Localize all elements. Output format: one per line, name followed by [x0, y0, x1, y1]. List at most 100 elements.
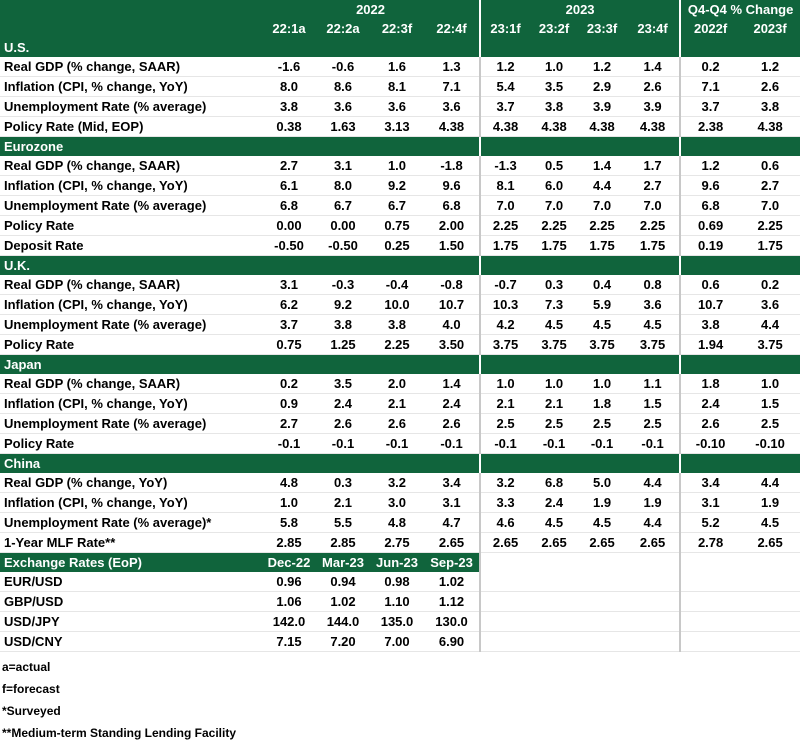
- table-cell: 1.2: [679, 156, 741, 176]
- table-cell: 4.38: [740, 116, 800, 137]
- table-cell: 2.1: [370, 393, 424, 414]
- table-cell: -0.1: [479, 433, 531, 454]
- q4q4-header: Q4-Q4 % Change: [679, 0, 800, 19]
- table-cell: 2.65: [578, 532, 627, 553]
- row-label: 1-Year MLF Rate**: [0, 532, 262, 553]
- table-cell: 4.2: [479, 314, 531, 335]
- table-row: Unemployment Rate (% average) 2.7 2.6 2.6 2.…: [0, 413, 800, 434]
- table-cell: 9.2: [316, 294, 370, 315]
- fx-row: USD/CNY 7.15 7.20 7.00 6.90: [0, 631, 800, 652]
- table-cell: 1.9: [626, 492, 681, 513]
- fx-header-row: Exchange Rates (EoP) Dec-22 Mar-23 Jun-23 Se…: [0, 552, 800, 572]
- footnote: *Surveyed: [0, 700, 800, 722]
- table-cell: -0.50: [262, 235, 316, 256]
- table-cell: 8.0: [262, 76, 316, 97]
- table-cell: 2.6: [679, 413, 741, 434]
- fx-pair: GBP/USD: [0, 591, 262, 612]
- table-cell: 4.5: [530, 314, 579, 335]
- table-cell: 3.8: [316, 314, 370, 335]
- table-cell: 7.0: [626, 195, 681, 216]
- table-cell: 5.8: [262, 512, 316, 533]
- table-cell: 3.7: [262, 314, 316, 335]
- table-cell: 0.00: [316, 215, 370, 236]
- table-cell: 6.7: [316, 195, 370, 216]
- fx-cell: 142.0: [262, 611, 316, 632]
- table-cell: 0.5: [530, 156, 579, 176]
- row-label: Real GDP (% change, SAAR): [0, 374, 262, 394]
- table-cell: 3.4: [424, 473, 481, 493]
- table-cell: 3.8: [679, 314, 741, 335]
- row-label: Unemployment Rate (% average)*: [0, 512, 262, 533]
- fx-cell: 1.10: [370, 591, 424, 612]
- table-row: Policy Rate 0.00 0.00 0.75 2.00 2.25 2.25 2.25 2…: [0, 215, 800, 236]
- table-cell: 3.4: [679, 473, 741, 493]
- table-cell: 4.7: [424, 512, 481, 533]
- col-header: 22:1a: [272, 21, 306, 36]
- table-cell: 2.65: [424, 532, 481, 553]
- fx-cell: 144.0: [316, 611, 370, 632]
- table-cell: 6.8: [530, 473, 579, 493]
- table-cell: 4.8: [370, 512, 424, 533]
- table-cell: 9.6: [424, 175, 481, 196]
- table-cell: 0.8: [626, 275, 681, 295]
- table-cell: 3.13: [370, 116, 424, 137]
- fx-cell: 7.15: [262, 631, 316, 652]
- table-cell: 1.0: [530, 374, 579, 394]
- table-cell: 6.0: [530, 175, 579, 196]
- table-cell: 2.7: [626, 175, 681, 196]
- table-cell: 0.00: [262, 215, 316, 236]
- fx-cell: 135.0: [370, 611, 424, 632]
- fx-cell: 1.02: [316, 591, 370, 612]
- table-cell: 7.1: [424, 76, 481, 97]
- table-cell: 6.8: [262, 195, 316, 216]
- table-cell: 1.75: [479, 235, 531, 256]
- table-row: Unemployment Rate (% average)* 5.8 5.5 4.8 4…: [0, 512, 800, 533]
- table-cell: 4.38: [626, 116, 681, 137]
- table-cell: 1.0: [479, 374, 531, 394]
- table-cell: 2.1: [479, 393, 531, 414]
- table-cell: 2.78: [679, 532, 741, 553]
- table-cell: 1.8: [578, 393, 627, 414]
- table-cell: 8.0: [316, 175, 370, 196]
- fx-col-header: Dec-22: [267, 555, 311, 570]
- table-cell: 2.7: [262, 413, 316, 434]
- table-row: Real GDP (% change, SAAR) 2.7 3.1 1.0 -1.8 -1…: [0, 156, 800, 176]
- row-label: Policy Rate (Mid, EOP): [0, 116, 262, 137]
- table-cell: -0.1: [578, 433, 627, 454]
- table-cell: 1.2: [479, 57, 531, 77]
- row-label: Inflation (CPI, % change, YoY): [0, 76, 262, 97]
- table-cell: 1.25: [316, 334, 370, 355]
- section-header-row: U.K.: [0, 255, 800, 275]
- table-cell: 4.5: [626, 314, 681, 335]
- table-cell: 2.5: [530, 413, 579, 434]
- table-cell: 3.0: [370, 492, 424, 513]
- table-cell: 1.0: [262, 492, 316, 513]
- table-row: Real GDP (% change, SAAR) -1.6 -0.6 1.6 1.3 1…: [0, 57, 800, 77]
- table-cell: 2.25: [626, 215, 681, 236]
- table-cell: 3.7: [679, 96, 741, 117]
- table-cell: 2.6: [316, 413, 370, 434]
- table-cell: 4.38: [424, 116, 481, 137]
- fx-cell: 0.94: [316, 572, 370, 592]
- row-label: Unemployment Rate (% average): [0, 96, 262, 117]
- fx-cell: 1.06: [262, 591, 316, 612]
- table-cell: 4.5: [578, 512, 627, 533]
- fx-cell: 0.98: [370, 572, 424, 592]
- table-row: Deposit Rate -0.50 -0.50 0.25 1.50 1.75 1.75 1.…: [0, 235, 800, 256]
- table-cell: 1.2: [578, 57, 627, 77]
- section-title: China: [4, 456, 41, 471]
- table-cell: -0.3: [316, 275, 370, 295]
- table-cell: 1.75: [626, 235, 681, 256]
- footnote: a=actual: [0, 656, 800, 678]
- table-cell: 6.8: [424, 195, 481, 216]
- table-cell: 3.75: [578, 334, 627, 355]
- table-cell: 7.0: [530, 195, 579, 216]
- table-cell: 2.4: [679, 393, 741, 414]
- table-cell: 3.8: [740, 96, 800, 117]
- table-cell: 6.7: [370, 195, 424, 216]
- table-cell: 1.0: [740, 374, 800, 394]
- fx-cell: 1.02: [424, 572, 481, 592]
- table-cell: -1.8: [424, 156, 481, 176]
- table-cell: 2.5: [740, 413, 800, 434]
- table-cell: 0.75: [370, 215, 424, 236]
